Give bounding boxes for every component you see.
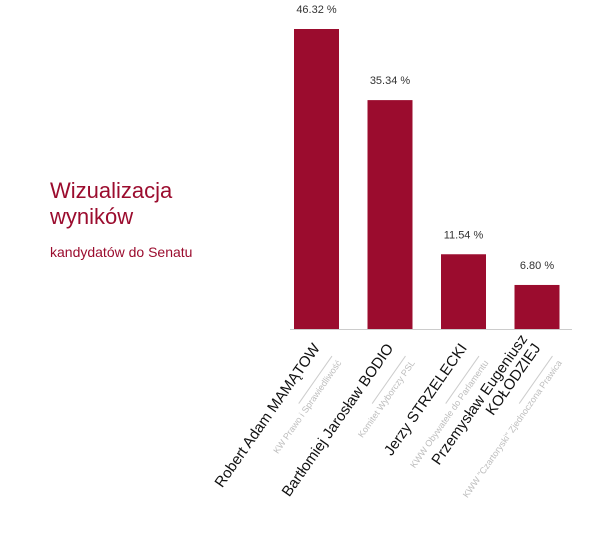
label-separator-1 (298, 355, 333, 404)
value-label-4: 6.80 % (520, 260, 554, 272)
label-separator-2 (371, 355, 406, 404)
bar-1 (294, 29, 339, 329)
value-label-3: 11.54 % (444, 229, 484, 241)
bar-4 (514, 284, 560, 329)
page-title: Wizualizacja wyników (50, 178, 173, 229)
bar-3 (441, 254, 486, 329)
label-separator-4 (518, 355, 553, 404)
value-label-2: 35.34 % (370, 75, 411, 87)
label-separator-3 (445, 355, 480, 404)
chart-heading: Wizualizacja wyników kandydatów do Senat… (50, 178, 192, 260)
page-subtitle: kandydatów do Senatu (50, 244, 193, 260)
bar-2 (367, 100, 413, 330)
value-label-1: 46.32 % (296, 4, 337, 16)
